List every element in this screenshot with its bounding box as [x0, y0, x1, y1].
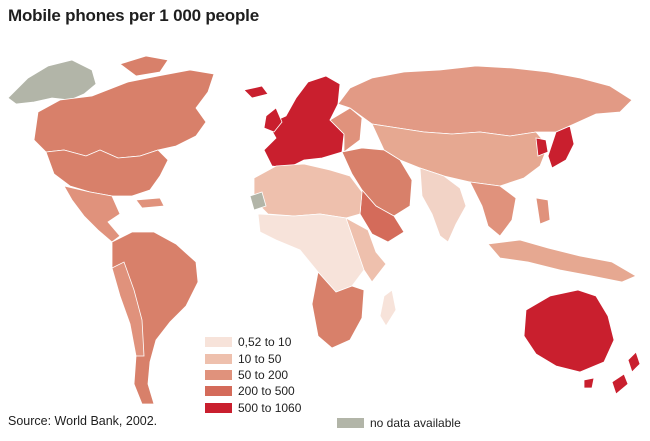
region-philippines: [535, 197, 551, 225]
region-usa: [45, 149, 169, 197]
legend-entry: 50 to 200: [205, 367, 301, 383]
legend-entry: 200 to 500: [205, 383, 301, 399]
region-east-africa: [345, 217, 387, 283]
legend-label-no-data: no data available: [370, 416, 461, 430]
legend-entry: 500 to 1060: [205, 400, 301, 416]
region-new-zealand: [611, 351, 641, 395]
legend-no-data: no data available: [337, 416, 461, 430]
legend-label: 10 to 50: [238, 351, 282, 366]
region-central-asia: [371, 123, 549, 187]
legend-label: 0,52 to 10: [238, 335, 292, 350]
legend-entry: 10 to 50: [205, 350, 301, 366]
region-indonesia: [487, 239, 637, 283]
region-se-asia: [469, 181, 517, 237]
region-australia: [523, 289, 615, 373]
legend-label: 50 to 200: [238, 367, 289, 382]
region-japan: [547, 125, 575, 169]
region-andes: [111, 261, 145, 357]
region-arctic-islands: [119, 55, 169, 77]
map-title: Mobile phones per 1 000 people: [8, 6, 259, 25]
legend-swatch: [205, 402, 232, 413]
region-british-isles: [263, 107, 283, 133]
region-iceland: [243, 85, 269, 99]
legend-entry: 0,52 to 10: [205, 334, 301, 350]
legend-swatch: [205, 337, 232, 348]
legend-swatch: [205, 353, 232, 364]
region-arabia: [359, 189, 405, 243]
region-central-africa: [257, 213, 377, 293]
region-india: [419, 167, 467, 243]
legend-label: 500 to 1060: [238, 400, 302, 415]
legend-label: 200 to 500: [238, 384, 295, 399]
region-south-america: [111, 231, 199, 405]
legend-swatch: [205, 369, 232, 380]
region-central-america: [63, 185, 121, 243]
region-western-sahara: [249, 191, 267, 211]
map-legend: 0,52 to 10 10 to 50 50 to 200 200 to 500…: [205, 334, 301, 416]
region-greenland: [7, 59, 97, 105]
region-caribbean: [135, 197, 165, 209]
region-southern-africa: [311, 271, 365, 349]
legend-swatch-no-data: [337, 418, 364, 428]
region-tasmania: [583, 377, 595, 389]
legend-swatch: [205, 386, 232, 397]
region-middle-east: [341, 147, 413, 217]
region-madagascar: [379, 289, 397, 327]
region-korea: [535, 137, 549, 157]
source-note: Source: World Bank, 2002.: [8, 414, 158, 428]
region-north-africa: [253, 163, 363, 219]
